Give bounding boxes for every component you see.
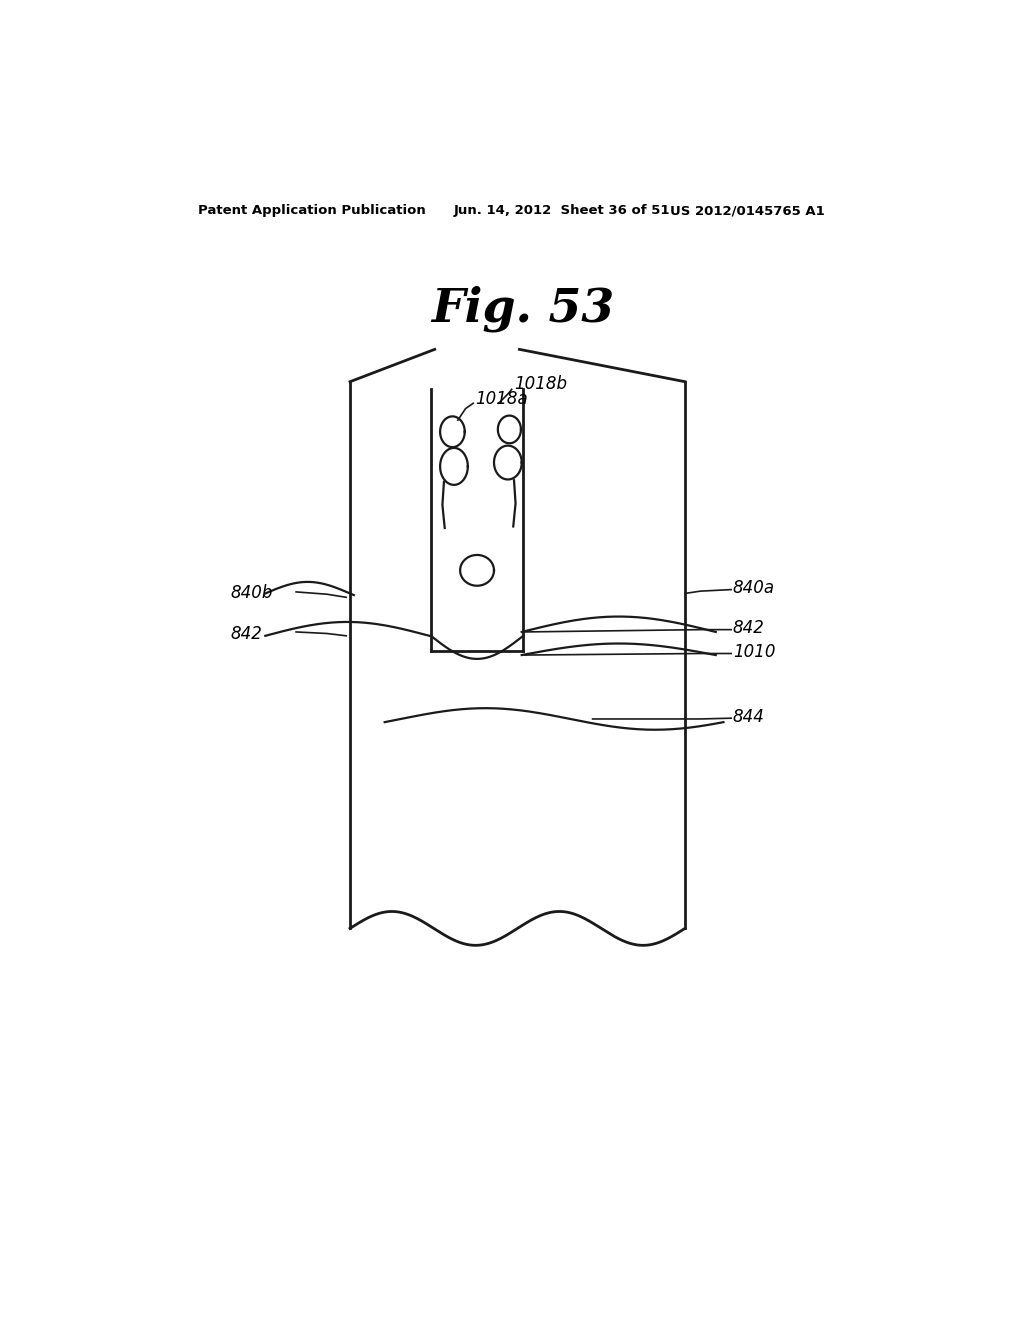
Text: 842: 842 bbox=[230, 626, 262, 643]
Text: 842: 842 bbox=[733, 619, 765, 638]
Text: 840b: 840b bbox=[230, 585, 273, 602]
Text: 1018b: 1018b bbox=[514, 375, 567, 393]
Text: Patent Application Publication: Patent Application Publication bbox=[199, 205, 426, 218]
Text: Jun. 14, 2012  Sheet 36 of 51: Jun. 14, 2012 Sheet 36 of 51 bbox=[454, 205, 671, 218]
Text: 844: 844 bbox=[733, 708, 765, 726]
Text: 840a: 840a bbox=[733, 579, 775, 597]
Text: Fig. 53: Fig. 53 bbox=[431, 285, 614, 331]
Text: 1018a: 1018a bbox=[475, 391, 528, 408]
Text: 1010: 1010 bbox=[733, 643, 775, 661]
Text: US 2012/0145765 A1: US 2012/0145765 A1 bbox=[670, 205, 824, 218]
